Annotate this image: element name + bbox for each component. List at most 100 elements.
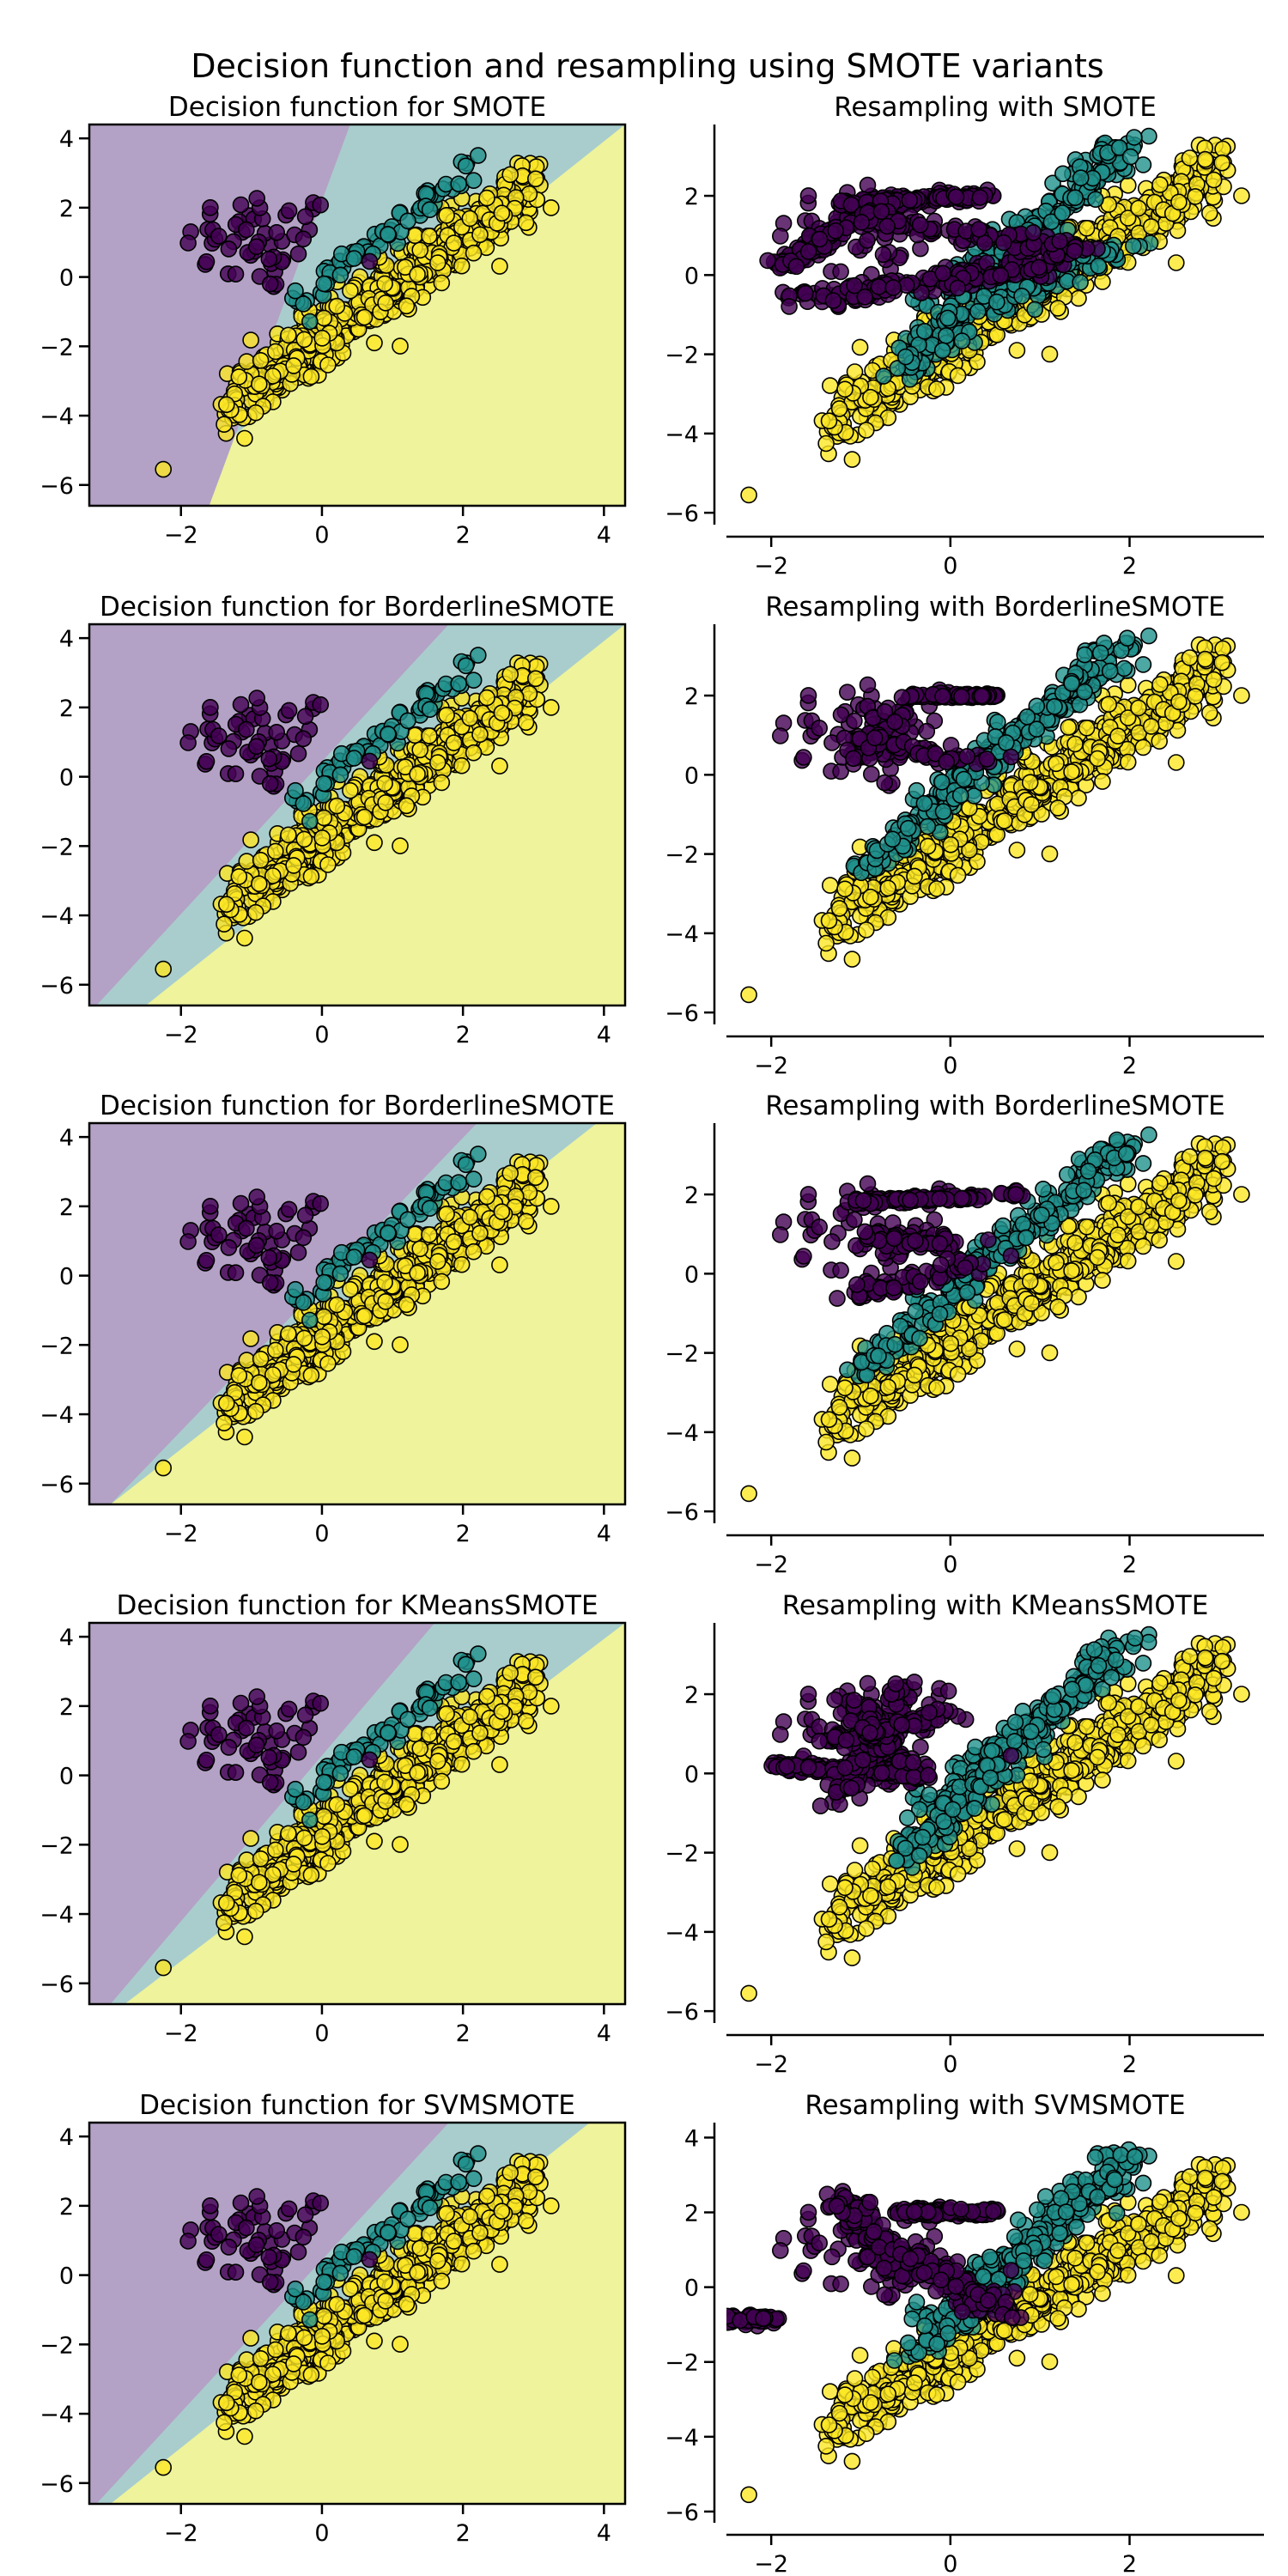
data-point: [313, 1328, 331, 1346]
x-tick-label: 4: [597, 522, 611, 549]
data-point: [874, 246, 892, 264]
data-point: [820, 912, 838, 929]
data-point: [853, 214, 871, 231]
data-point: [409, 1264, 426, 1282]
data-point: [978, 750, 996, 768]
data-point: [465, 1242, 483, 1261]
data-point: [260, 250, 278, 268]
data-point: [838, 683, 856, 702]
data-point: [830, 400, 848, 417]
data-point: [230, 1367, 248, 1384]
data-point: [1214, 640, 1231, 658]
data-point: [958, 748, 976, 765]
data-point: [1051, 233, 1068, 250]
data-point: [179, 734, 197, 751]
subplot-grid: Decision function for SMOTE−2 0 2 4−6−4−202…: [39, 92, 1264, 2576]
data-point: [973, 687, 991, 705]
data-point: [542, 1198, 560, 1215]
data-point: [210, 727, 228, 744]
data-point: [217, 896, 235, 913]
data-point: [397, 258, 414, 276]
data-point: [856, 288, 874, 306]
data-point: [366, 334, 383, 352]
data-point: [771, 228, 789, 245]
data-point: [799, 243, 817, 260]
y-tick-label: −2: [39, 834, 74, 860]
data-point: [493, 704, 511, 722]
data-point: [238, 1352, 256, 1369]
x-tick-label: 0: [943, 1053, 957, 1079]
data-point: [836, 880, 854, 898]
axes: −2 0 2−6−4−202: [665, 125, 1264, 580]
data-point: [453, 257, 471, 275]
data-point: [832, 263, 849, 281]
data-point: [830, 900, 848, 917]
data-point: [264, 867, 282, 884]
data-point: [953, 688, 970, 706]
data-point: [397, 1257, 414, 1274]
data-point: [827, 222, 845, 240]
data-point: [817, 934, 835, 952]
data-point: [1024, 224, 1042, 241]
y-tick-label: 2: [684, 184, 699, 210]
data-point: [491, 258, 508, 275]
data-point: [1151, 176, 1169, 193]
data-point: [876, 702, 894, 720]
data-point: [377, 793, 394, 811]
x-tick-label: 0: [943, 553, 957, 580]
data-point: [870, 278, 888, 295]
data-point: [331, 266, 349, 284]
data-point: [1119, 629, 1136, 647]
data-point: [287, 781, 304, 799]
data-point: [379, 225, 397, 243]
subplot-title: Decision function for BorderlineSMOTE: [100, 1091, 615, 1121]
data-point: [1119, 709, 1137, 726]
data-point: [1181, 149, 1199, 167]
data-point: [296, 708, 314, 726]
y-tick-label: 0: [59, 765, 74, 792]
data-point: [232, 696, 250, 714]
y-tick-label: 2: [684, 683, 699, 710]
data-point: [450, 675, 468, 693]
data-point: [846, 712, 863, 730]
series-class-1: [283, 1145, 487, 1329]
data-point: [1121, 148, 1139, 166]
data-point: [216, 416, 233, 434]
data-point: [1008, 342, 1026, 359]
axes-frame: [88, 123, 627, 507]
data-point: [1054, 204, 1071, 222]
x-tick-label: −2: [164, 522, 198, 549]
data-point: [302, 368, 320, 386]
data-point: [953, 332, 971, 349]
data-point: [232, 196, 250, 214]
data-point: [1140, 627, 1157, 645]
data-point: [1018, 708, 1036, 726]
data-point: [934, 264, 951, 283]
data-point: [457, 157, 475, 175]
data-point: [469, 647, 487, 664]
data-point: [501, 665, 519, 683]
data-point: [433, 274, 451, 292]
data-point: [471, 1224, 489, 1242]
data-point: [493, 1203, 511, 1220]
data-point: [355, 308, 374, 326]
data-point: [366, 1333, 383, 1351]
series-class-0: [179, 190, 379, 295]
data-point: [445, 734, 463, 751]
data-point: [1072, 273, 1089, 291]
data-point: [252, 851, 270, 869]
data-point: [1205, 671, 1223, 689]
data-point: [857, 921, 875, 939]
data-point: [433, 1273, 451, 1291]
data-point: [202, 199, 219, 216]
data-point: [884, 830, 902, 848]
data-point: [361, 252, 379, 270]
data-point: [421, 201, 439, 218]
data-point: [361, 752, 379, 770]
data-point: [896, 348, 914, 366]
data-point: [1110, 139, 1128, 156]
data-point: [392, 1336, 409, 1353]
data-point: [1130, 199, 1147, 217]
data-point: [1119, 210, 1137, 227]
data-point: [1170, 193, 1188, 211]
